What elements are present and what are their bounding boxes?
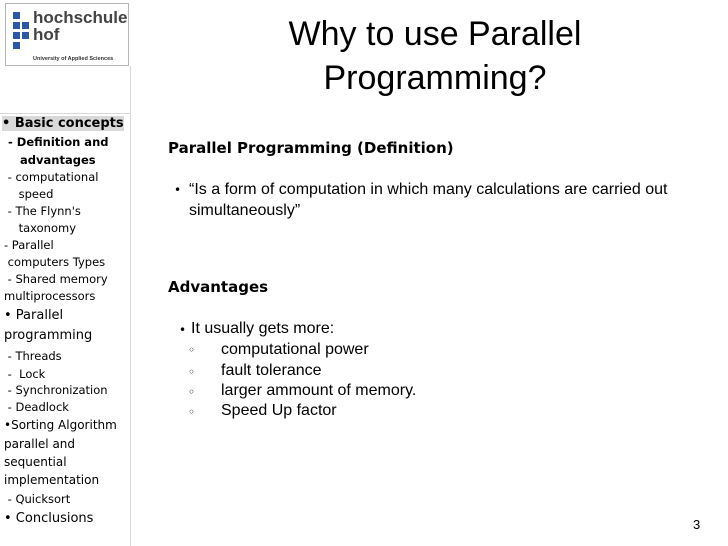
sidebar-item-shared-memory-cont[interactable]: multiprocessors (4, 289, 95, 303)
logo-line2: hof (33, 26, 59, 43)
advantages-bullet: • (179, 323, 186, 337)
sidebar-item-flynn[interactable]: - The Flynn's (4, 204, 81, 218)
sidebar-item-basic-concepts[interactable]: • Basic concepts (2, 116, 124, 131)
slide-title-line2: Programming? (230, 56, 640, 100)
sidebar-item-parallel-computers[interactable]: - Parallel (4, 238, 54, 252)
sidebar-item-computational[interactable]: - computational (4, 170, 98, 184)
advantage-item-3: larger ammount of memory. (221, 380, 416, 401)
logo-subtitle: University of Applied Sciences (33, 56, 113, 62)
definition-heading: Parallel Programming (Definition) (168, 139, 454, 157)
sidebar-item-flynn-cont[interactable]: taxonomy (4, 221, 76, 235)
sidebar-item-parallel-programming[interactable]: • Parallel (4, 308, 63, 323)
sub-bullet-3: ◦ (188, 385, 195, 399)
advantage-item-2: fault tolerance (221, 360, 322, 381)
advantage-item-4: Speed Up factor (221, 400, 337, 421)
sidebar-item-computational-cont[interactable]: speed (4, 187, 53, 201)
logo-squares-icon (13, 12, 31, 50)
sidebar-item-lock[interactable]: - Lock (4, 367, 45, 381)
definition-line1: “Is a form of computation in which many … (189, 179, 667, 200)
advantages-heading: Advantages (168, 278, 268, 296)
sidebar-item-conclusions[interactable]: • Conclusions (4, 511, 93, 526)
sidebar-item-sorting-cont1[interactable]: parallel and (4, 437, 75, 451)
sub-bullet-4: ◦ (188, 405, 195, 419)
sidebar-item-shared-memory[interactable]: - Shared memory (4, 272, 108, 286)
sub-bullet-2: ◦ (188, 365, 195, 379)
sidebar-divider (0, 113, 130, 114)
sidebar-item-sorting-cont2[interactable]: sequential (4, 455, 67, 469)
slide-title: Why to use Parallel Programming? (230, 12, 640, 100)
sidebar-item-sorting-cont3[interactable]: implementation (4, 473, 99, 487)
sidebar-item-definition[interactable]: - Definition and (4, 135, 109, 149)
sub-bullet-1: ◦ (188, 343, 195, 357)
university-logo: hochschule hof University of Applied Sci… (5, 3, 129, 66)
slide-title-line1: Why to use Parallel (230, 12, 640, 56)
page-number: 3 (693, 517, 700, 532)
sidebar-item-quicksort[interactable]: - Quicksort (4, 492, 70, 506)
sidebar-border (130, 66, 131, 546)
sidebar-item-synchronization[interactable]: - Synchronization (4, 383, 108, 397)
sidebar-item-parallel-computers-cont[interactable]: computers Types (4, 255, 105, 269)
definition-bullet: • (174, 183, 181, 197)
advantages-intro: It usually gets more: (191, 318, 334, 339)
sidebar-item-threads[interactable]: - Threads (4, 349, 62, 363)
sidebar-item-deadlock[interactable]: - Deadlock (4, 400, 69, 414)
sidebar-item-sorting[interactable]: •Sorting Algorithm (4, 418, 117, 432)
logo-line1: hochschule (33, 9, 127, 26)
sidebar-item-definition-cont[interactable]: advantages (4, 153, 96, 167)
sidebar-item-parallel-programming-cont[interactable]: programming (4, 328, 92, 343)
definition-line2: simultaneously” (189, 200, 300, 221)
advantage-item-1: computational power (221, 339, 369, 360)
